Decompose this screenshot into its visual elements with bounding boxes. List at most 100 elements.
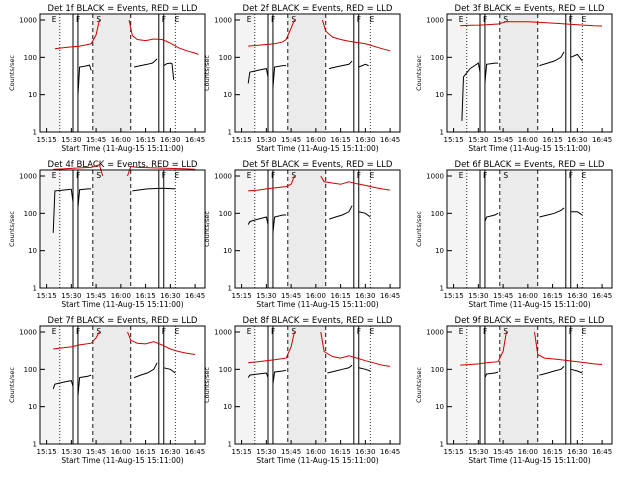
ytick-label: 10 <box>223 247 232 255</box>
ytick-label: 1000 <box>214 329 232 337</box>
panel-title: Det 3f BLACK = Events, RED = LLD <box>455 4 605 14</box>
ytick-label: 100 <box>431 54 444 62</box>
xtick-label: 16:15 <box>331 448 351 456</box>
panel-title: Det 2f BLACK = Events, RED = LLD <box>243 4 393 14</box>
xtick-label: 16:30 <box>567 448 587 456</box>
ytick-label: 10 <box>28 247 37 255</box>
x-axis-label: Start Time (11-Aug-15 15:11:00) <box>256 300 378 309</box>
plot-frame <box>234 13 401 133</box>
events-line <box>358 367 371 372</box>
xtick-label: 15:15 <box>232 136 252 144</box>
y-axis-label: Counts/sec <box>415 367 423 403</box>
xtick-label: 16:30 <box>355 136 375 144</box>
events-line <box>272 214 287 233</box>
xtick-label: 16:15 <box>543 292 563 300</box>
ytick-label: 1 <box>228 441 232 449</box>
events-line <box>484 371 499 378</box>
xtick-label: 16:45 <box>592 292 612 300</box>
panel-title: Det 9f BLACK = Events, RED = LLD <box>455 316 605 326</box>
xtick-label: 16:30 <box>160 448 180 456</box>
saa-shade <box>287 327 326 443</box>
xtick-label: 16:30 <box>160 292 180 300</box>
xtick-label: 15:15 <box>37 448 57 456</box>
marker-e-left: E <box>459 171 464 180</box>
marker-e-left: E <box>459 15 464 24</box>
events-line <box>133 362 158 379</box>
lld-line <box>127 165 196 177</box>
ytick-label: 1 <box>440 129 444 137</box>
marker-e-right: E <box>370 171 375 180</box>
lld-line <box>320 331 391 367</box>
marker-e-left: E <box>52 327 57 336</box>
y-axis-label: Counts/sec <box>8 367 16 403</box>
panel-title: Det 5f BLACK = Events, RED = LLD <box>243 160 393 170</box>
marker-f: F <box>357 327 361 336</box>
marker-s: S <box>503 15 508 24</box>
lld-line <box>248 175 295 192</box>
marker-f: F <box>483 327 487 336</box>
saa-shade <box>287 15 326 131</box>
events-line <box>484 212 499 222</box>
xtick-label: 16:00 <box>518 448 538 456</box>
xtick-label: 15:30 <box>61 292 81 300</box>
y-axis-label: Counts/sec <box>203 211 211 247</box>
marker-f: F <box>569 171 573 180</box>
marker-e-left: E <box>52 15 57 24</box>
ytick-label: 100 <box>24 54 37 62</box>
plot-frame <box>446 169 613 289</box>
xtick-label: 15:45 <box>493 292 513 300</box>
ytick-label: 100 <box>219 54 232 62</box>
lld-line <box>128 19 199 55</box>
shade-left <box>41 171 61 287</box>
marker-s: S <box>96 171 101 180</box>
panel-title: Det 7f BLACK = Events, RED = LLD <box>48 316 198 326</box>
marker-s: S <box>96 15 101 24</box>
events-line <box>358 63 369 68</box>
marker-s: S <box>96 327 101 336</box>
ytick-label: 1 <box>33 441 37 449</box>
events-line <box>77 64 92 95</box>
saa-shade <box>92 15 131 131</box>
ytick-label: 10 <box>28 91 37 99</box>
saa-shade <box>92 171 131 287</box>
marker-e-right: E <box>582 171 587 180</box>
ytick-label: 10 <box>435 91 444 99</box>
lld-line <box>248 331 295 364</box>
marker-e-right: E <box>175 327 180 336</box>
lld-line <box>320 175 391 191</box>
xtick-label: 16:15 <box>331 136 351 144</box>
plot-frame <box>446 13 613 133</box>
x-axis-label: Start Time (11-Aug-15 15:11:00) <box>61 456 183 465</box>
events-line <box>570 368 583 374</box>
xtick-label: 15:45 <box>281 448 301 456</box>
marker-e-right: E <box>175 171 180 180</box>
xtick-label: 15:15 <box>232 292 252 300</box>
lld-line <box>248 19 295 47</box>
xtick-label: 16:45 <box>380 292 400 300</box>
shade-left <box>448 15 468 131</box>
xtick-label: 15:30 <box>61 448 81 456</box>
marker-f: F <box>162 327 166 336</box>
xtick-label: 15:30 <box>468 292 488 300</box>
marker-e-left: E <box>247 327 252 336</box>
marker-e-right: E <box>582 15 587 24</box>
marker-s: S <box>291 15 296 24</box>
lld-line <box>460 21 603 27</box>
y-axis-label: Counts/sec <box>415 55 423 91</box>
ytick-label: 100 <box>219 210 232 218</box>
marker-e-right: E <box>370 327 375 336</box>
ytick-label: 10 <box>223 91 232 99</box>
marker-f: F <box>357 15 361 24</box>
xtick-label: 15:15 <box>37 292 57 300</box>
marker-f: F <box>76 171 80 180</box>
ytick-label: 1 <box>33 285 37 293</box>
events-line <box>247 216 269 225</box>
ytick-label: 1000 <box>426 329 444 337</box>
saa-shade <box>92 327 131 443</box>
plot-frame <box>234 169 401 289</box>
xtick-label: 15:30 <box>256 136 276 144</box>
